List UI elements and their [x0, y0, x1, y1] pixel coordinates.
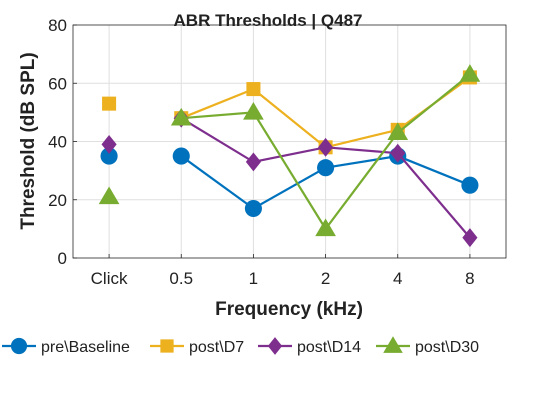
- data-point: [387, 122, 409, 141]
- y-tick-label: 60: [48, 74, 67, 93]
- data-point: [318, 137, 334, 157]
- y-tick-label: 0: [58, 249, 67, 268]
- x-axis-label: Frequency (kHz): [215, 299, 363, 320]
- legend-entry: pre\Baseline: [2, 337, 130, 356]
- legend-label: post\D7: [189, 339, 244, 356]
- data-point: [100, 147, 118, 165]
- x-tick-label: 8: [465, 269, 474, 288]
- x-tick-label: 0.5: [169, 269, 193, 288]
- series-layer: [98, 64, 481, 248]
- data-point: [172, 147, 190, 165]
- data-point: [315, 218, 336, 237]
- data-point: [246, 82, 261, 97]
- legend-entry: post\D14: [258, 337, 361, 356]
- data-point: [102, 96, 117, 111]
- x-tick-label: 2: [321, 269, 330, 288]
- legend-label: post\D14: [297, 339, 361, 356]
- grid-lines: [73, 25, 506, 258]
- legend: pre\Baseline post\D7 post\D14 post\D30: [2, 336, 479, 356]
- y-tick-label: 80: [48, 16, 67, 35]
- data-point: [101, 134, 117, 154]
- x-tick-label: 4: [393, 269, 402, 288]
- y-tick-label: 40: [48, 133, 67, 152]
- x-tick-label: 1: [249, 269, 258, 288]
- legend-entry: post\D30: [376, 336, 479, 356]
- data-point: [245, 152, 261, 172]
- series-1: [100, 147, 479, 218]
- y-axis-label: Threshold (dB SPL): [18, 52, 39, 229]
- x-tick-label: Click: [91, 269, 128, 288]
- data-point: [317, 159, 335, 177]
- data-point: [98, 186, 120, 205]
- legend-marker: [160, 339, 174, 353]
- legend-label: post\D30: [415, 339, 479, 356]
- y-axis-ticks: 0 20 40 60 80: [48, 16, 77, 268]
- y-tick-label: 20: [48, 191, 67, 210]
- x-axis-ticks: Click 0.5 1 2 4 8: [91, 254, 475, 288]
- data-point: [244, 199, 262, 218]
- series-3: [101, 108, 478, 248]
- chart-title: ABR Thresholds | Q487: [174, 11, 363, 30]
- legend-marker: [10, 337, 28, 355]
- data-point: [170, 107, 192, 126]
- legend-marker: [383, 336, 403, 353]
- data-point: [459, 64, 481, 82]
- data-point: [461, 176, 479, 194]
- legend-label: pre\Baseline: [41, 339, 130, 356]
- legend-entry: post\D7: [150, 339, 244, 356]
- data-point: [462, 228, 478, 248]
- legend-marker: [267, 337, 283, 355]
- data-point: [390, 143, 406, 163]
- data-point: [243, 102, 264, 120]
- series-4: [98, 64, 481, 237]
